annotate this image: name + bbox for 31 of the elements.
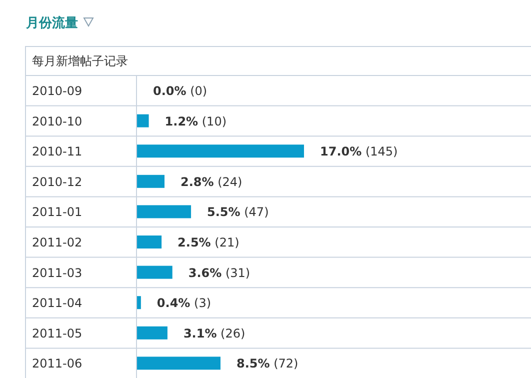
y-tick-label: 2010-10 [32, 114, 82, 128]
y-tick-label: 2011-01 [32, 205, 82, 220]
chart-title: 月份流量 [25, 15, 78, 31]
bar [137, 144, 304, 158]
bar [137, 266, 172, 279]
data-label: 0.0% (0) [153, 84, 208, 98]
data-label: 2.5% (21) [178, 236, 240, 250]
data-label: 17.0% (145) [320, 144, 398, 159]
bar [137, 296, 141, 310]
bar [137, 356, 220, 370]
bar [137, 114, 149, 128]
bar [137, 326, 168, 340]
y-tick-label: 2010-09 [32, 84, 82, 98]
y-tick-label: 2010-11 [32, 144, 82, 159]
y-tick-label: 2011-04 [32, 296, 82, 310]
data-label: 2.8% (24) [180, 174, 242, 189]
bar [137, 174, 165, 188]
y-tick-label: 2011-02 [32, 236, 82, 250]
y-tick-label: 2011-06 [32, 356, 82, 371]
chart-subtitle: 每月新增帖子记录 [32, 54, 128, 68]
data-label: 3.6% (31) [188, 266, 250, 280]
bar [137, 236, 162, 248]
y-tick-label: 2011-03 [32, 266, 82, 280]
y-tick-label: 2011-05 [32, 326, 82, 340]
y-tick-label: 2010-12 [32, 174, 82, 189]
data-label: 5.5% (47) [207, 205, 269, 220]
data-label: 3.1% (26) [183, 326, 246, 340]
data-label: 8.5% (72) [236, 356, 298, 371]
bar [137, 205, 192, 218]
data-label: 1.2% (10) [164, 114, 227, 128]
data-label: 0.4% (3) [156, 296, 212, 310]
